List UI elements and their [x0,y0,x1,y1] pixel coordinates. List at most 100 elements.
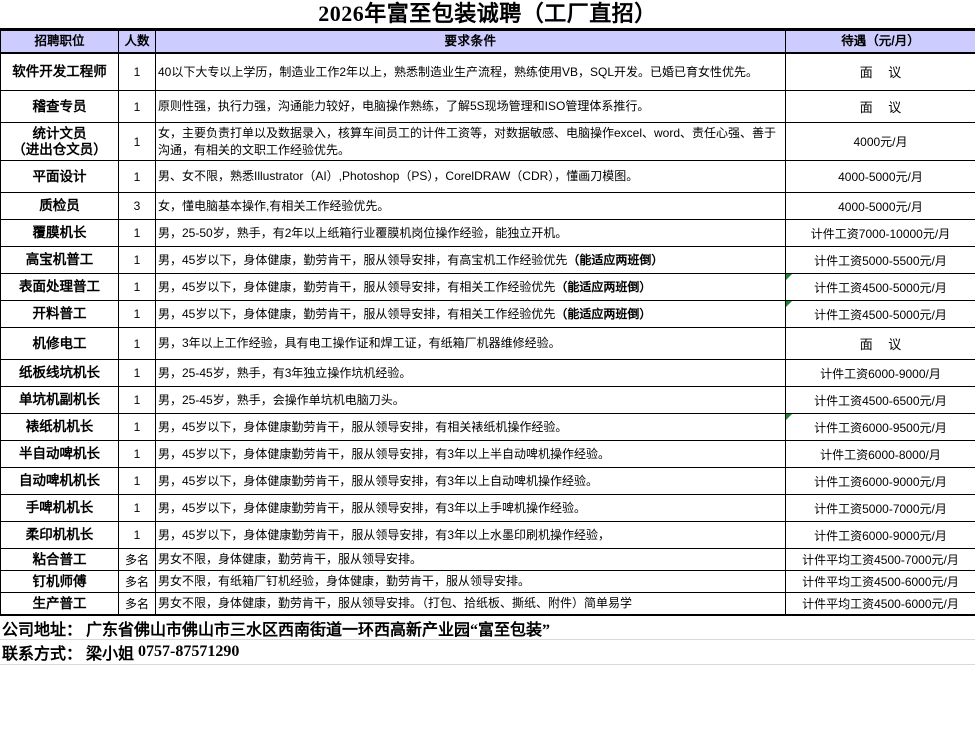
cell-requirements: 男，45岁以下，身体健康，勤劳肯干，服从领导安排，有高宝机工作经验优先（能适应两… [155,246,786,274]
requirements-text: 男女不限，身体健康，勤劳肯干，服从领导安排。 [158,552,423,567]
cell-position: 柔印机机长 [0,521,119,549]
requirements-text: 男，45岁以下，身体健康勤劳肯干，服从领导安排，有3年以上手啤机操作经验。 [158,500,587,515]
requirements-text: 男、女不限，熟悉Illustrator（AI）,Photoshop（PS），Co… [158,169,639,184]
requirements-text: 男，25-45岁，熟手，有3年独立操作坑机经验。 [158,365,412,380]
requirements-text: 男，45岁以下，身体健康，勤劳肯干，服从领导安排，有高宝机工作经验优先 [158,252,568,267]
requirements-text: 40以下大专以上学历，制造业工作2年以上，熟悉制造业生产流程，熟练使用VB，SQ… [158,64,759,79]
cell-pay: 面 议 [785,52,975,91]
cell-requirements: 男，25-50岁，熟手，有2年以上纸箱行业覆膜机岗位操作经验，能独立开机。 [155,219,786,247]
requirements-text: 男，45岁以下，身体健康勤劳肯干，服从领导安排，有相关裱纸机操作经验。 [158,419,568,434]
cell-pay: 4000-5000元/月 [785,160,975,193]
table-row: 钉机师傅 多名 男女不限，有纸箱厂钉机经验，身体健康，勤劳肯干，服从领导安排。 计件平… [0,570,975,593]
cell-pay: 面 议 [785,90,975,123]
contact-label: 联系方式： [2,646,83,663]
cell-count: 1 [118,273,156,301]
cell-requirements: 原则性强，执行力强，沟通能力较好，电脑操作熟练，了解5S现场管理和ISO管理体系… [155,90,786,123]
cell-count: 1 [118,494,156,522]
cell-pay: 计件工资6000-9000元/月 [785,521,975,549]
cell-requirements: 男、女不限，熟悉Illustrator（AI）,Photoshop（PS），Co… [155,160,786,193]
cell-requirements: 女，主要负责打单以及数据录入，核算车间员工的计件工资等，对数据敏感、电脑操作ex… [155,122,786,161]
cell-pay: 计件工资4500-6500元/月 [785,386,975,414]
cell-error-marker-icon [786,274,792,280]
cell-count: 1 [118,90,156,123]
table-row: 质检员 3 女，懂电脑基本操作,有相关工作经验优先。 4000-5000元/月 [0,192,975,220]
cell-pay: 计件平均工资4500-7000元/月 [785,548,975,571]
column-header-position: 招聘职位 [0,30,119,54]
requirements-text: 原则性强，执行力强，沟通能力较好，电脑操作熟练，了解5S现场管理和ISO管理体系… [158,99,650,114]
cell-position: 统计文员 （进出仓文员） [0,122,119,161]
cell-position: 半自动啤机长 [0,440,119,468]
cell-position: 稽查专员 [0,90,119,123]
table-row: 高宝机普工 1 男，45岁以下，身体健康，勤劳肯干，服从领导安排，有高宝机工作经验优… [0,246,975,274]
pay-text: 面 议 [859,65,908,81]
pay-text: 计件工资4500-5000元/月 [814,307,947,322]
cell-requirements: 男，25-45岁，熟手，有3年独立操作坑机经验。 [155,359,786,387]
header-row: 招聘职位 人数 要求条件 待遇（元/月） [0,30,975,54]
requirements-text: 男，3年以上工作经验，具有电工操作证和焊工证，有纸箱厂机器维修经验。 [158,336,561,351]
cell-position: 开料普工 [0,300,119,328]
table-row: 表面处理普工 1 男，45岁以下，身体健康，勤劳肯干，服从领导安排，有相关工作经验优… [0,273,975,301]
table-row: 柔印机机长 1 男，45岁以下，身体健康勤劳肯干，服从领导安排，有3年以上水墨印刷机… [0,521,975,549]
sheet-title-band: 2026年富至包装诚聘（工厂直招） [0,0,975,30]
column-header-pay: 待遇（元/月） [785,30,975,54]
cell-count: 3 [118,192,156,220]
cell-count: 1 [118,300,156,328]
cell-position: 裱纸机机长 [0,413,119,441]
cell-requirements: 男女不限，身体健康，勤劳肯干，服从领导安排。 [155,548,786,571]
requirements-text: 男，45岁以下，身体健康，勤劳肯干，服从领导安排，有相关工作经验优先 [158,306,556,321]
cell-requirements: 男女不限，身体健康，勤劳肯干，服从领导安排。（打包、拾纸板、撕纸、附件）简单易学 [155,592,786,615]
cell-requirements: 男，3年以上工作经验，具有电工操作证和焊工证，有纸箱厂机器维修经验。 [155,327,786,360]
cell-pay: 计件工资6000-9500元/月 [785,413,975,441]
cell-position: 软件开发工程师 [0,52,119,91]
cell-count: 多名 [118,592,156,615]
address-label: 公司地址： [2,621,83,639]
cell-requirements: 男，45岁以下，身体健康勤劳肯干，服从领导安排，有3年以上水墨印刷机操作经验， [155,521,786,549]
pay-text: 计件工资6000-8000/月 [820,447,941,462]
contact-name: 梁小姐 [86,646,135,663]
cell-position: 钉机师傅 [0,570,119,593]
column-header-requirements: 要求条件 [155,30,786,54]
cell-position: 机修电工 [0,327,119,360]
cell-position: 平面设计 [0,160,119,193]
cell-requirements: 男，45岁以下，身体健康，勤劳肯干，服从领导安排，有相关工作经验优先（能适应两班… [155,300,786,328]
pay-text: 计件平均工资4500-6000元/月 [802,575,959,589]
cell-count: 多名 [118,570,156,593]
cell-pay: 4000元/月 [785,122,975,161]
cell-position: 生产普工 [0,592,119,615]
page-title: 2026年富至包装诚聘（工厂直招） [318,1,657,26]
pay-text: 计件工资5000-5500元/月 [814,253,947,268]
cell-position: 单坑机副机长 [0,386,119,414]
contact-line: 联系方式： 梁小姐 0757-87571290 [0,640,975,665]
cell-count: 1 [118,521,156,549]
cell-pay: 计件工资6000-9000/月 [785,359,975,387]
requirements-emphasis: （能适应两班倒） [555,306,652,321]
table-body: 软件开发工程师 1 40以下大专以上学历，制造业工作2年以上，熟悉制造业生产流程，熟… [0,52,975,615]
cell-position: 粘合普工 [0,548,119,571]
table-header: 招聘职位 人数 要求条件 待遇（元/月） [0,30,975,54]
pay-text: 面 议 [859,100,908,115]
pay-text: 计件平均工资4500-6000元/月 [802,597,959,611]
cell-pay: 计件工资6000-8000/月 [785,440,975,468]
pay-text: 计件工资6000-9000/月 [820,366,941,381]
pay-text: 4000-5000元/月 [838,170,923,184]
requirements-text: 男，45岁以下，身体健康勤劳肯干，服从领导安排，有3年以上自动啤机操作经验。 [158,473,599,488]
pay-text: 4000元/月 [853,135,908,149]
cell-count: 1 [118,52,156,91]
table-row: 粘合普工 多名 男女不限，身体健康，勤劳肯干，服从领导安排。 计件平均工资4500-7… [0,548,975,571]
pay-text: 面 议 [859,337,908,352]
cell-count: 1 [118,246,156,274]
cell-pay: 计件平均工资4500-6000元/月 [785,592,975,615]
company-address-line: 公司地址： 广东省佛山市佛山市三水区西南街道一环西高新产业园“富至包装” [0,615,975,640]
cell-pay: 计件工资7000-10000元/月 [785,219,975,247]
column-header-count: 人数 [118,30,156,54]
table-row: 统计文员 （进出仓文员） 1 女，主要负责打单以及数据录入，核算车间员工的计件工资等… [0,122,975,161]
requirements-text: 男女不限，有纸箱厂钉机经验，身体健康，勤劳肯干，服从领导安排。 [158,574,531,589]
cell-count: 1 [118,122,156,161]
requirements-text: 女，主要负责打单以及数据录入，核算车间员工的计件工资等，对数据敏感、电脑操作ex… [158,126,777,157]
cell-count: 1 [118,359,156,387]
cell-pay: 4000-5000元/月 [785,192,975,220]
table-row: 软件开发工程师 1 40以下大专以上学历，制造业工作2年以上，熟悉制造业生产流程，熟… [0,52,975,91]
cell-count: 1 [118,467,156,495]
job-listing-table: 招聘职位 人数 要求条件 待遇（元/月） 软件开发工程师 1 40以下大专以上学历，… [0,30,975,615]
